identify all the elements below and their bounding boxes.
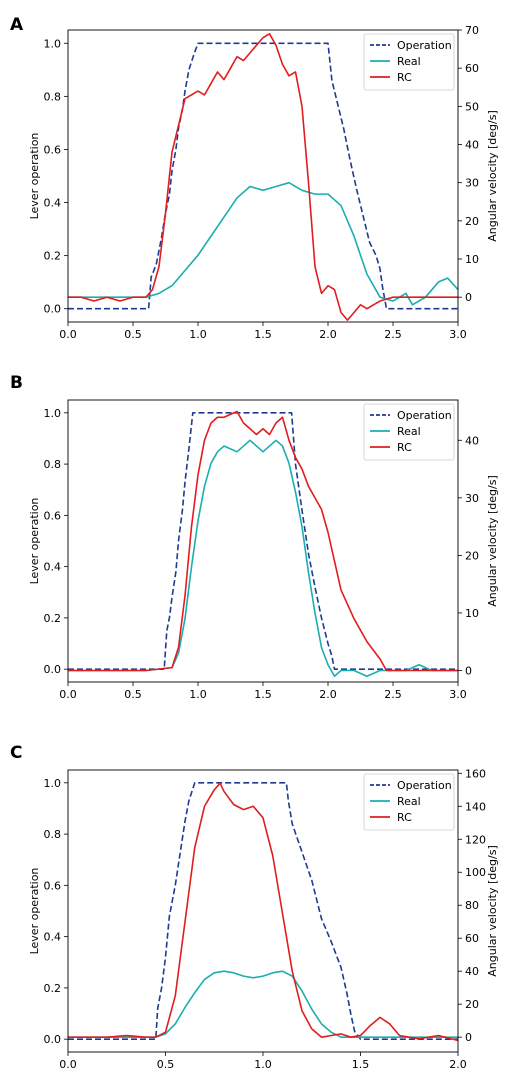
legend-label-real: Real	[397, 425, 421, 438]
legend: Operation Real RC	[363, 773, 455, 831]
y-tick-label: 0.0	[44, 303, 62, 316]
y2-tick-label: 40	[465, 434, 479, 447]
y2-axis-label: Angular velocity [deg/s]	[486, 475, 499, 607]
legend-label-operation: Operation	[397, 779, 452, 792]
y2-tick-label: 60	[465, 932, 479, 945]
y-axis-label: Lever operation	[28, 133, 41, 220]
y-tick-label: 0.0	[44, 663, 62, 676]
x-tick-label: 0.0	[59, 328, 77, 341]
chart-panel-b: B 0.0 0.5 1.0 1.5 2.0 2.5 3.0 0.0 0.2 0.4 0.6 0.8 1.0…	[10, 373, 499, 701]
x-tick-label: 1.5	[254, 328, 272, 341]
series-line-operation	[68, 42, 458, 310]
x-tick-label: 2.0	[319, 688, 337, 701]
legend-box	[363, 773, 455, 831]
y2-axis-label: Angular velocity [deg/s]	[486, 110, 499, 242]
y-tick-label: 0.6	[44, 509, 62, 522]
x-tick-label: 0.5	[124, 688, 142, 701]
series-line-real	[68, 181, 458, 306]
y2-tick-label: 60	[465, 62, 479, 75]
series-line-real	[68, 439, 458, 678]
y2-tick-label: 20	[465, 998, 479, 1011]
y2-tick-label: 0	[465, 291, 472, 304]
legend: Operation Real RC	[363, 403, 455, 461]
series-line-operation	[68, 412, 458, 670]
y2-tick-label: 20	[465, 549, 479, 562]
legend-box	[363, 33, 455, 91]
y2-tick-label: 10	[465, 607, 479, 620]
x-tick-label: 1.5	[352, 1058, 370, 1071]
y-tick-label: 0.2	[44, 982, 62, 995]
y2-tick-label: 30	[465, 177, 479, 190]
y2-tick-label: 0	[465, 1031, 472, 1044]
legend-label-operation: Operation	[397, 409, 452, 422]
y2-tick-label: 30	[465, 492, 479, 505]
legend-label-real: Real	[397, 795, 421, 808]
y2-tick-label: 0	[465, 664, 472, 677]
x-tick-label: 2.0	[319, 328, 337, 341]
x-tick-label: 3.0	[449, 688, 467, 701]
legend: Operation Real RC	[363, 33, 455, 91]
y-tick-label: 0.8	[44, 828, 62, 841]
y-tick-label: 0.0	[44, 1033, 62, 1046]
x-tick-label: 1.0	[189, 688, 207, 701]
y2-tick-label: 10	[465, 253, 479, 266]
x-tick-label: 2.5	[384, 328, 402, 341]
panel-letter: B	[10, 373, 23, 393]
series-line-rc	[68, 410, 458, 672]
legend-box	[363, 403, 455, 461]
y-tick-label: 0.2	[44, 612, 62, 625]
x-tick-label: 0.5	[124, 328, 142, 341]
x-tick-label: 1.0	[254, 1058, 272, 1071]
y2-axis-label: Angular velocity [deg/s]	[486, 845, 499, 977]
y-tick-label: 0.6	[44, 879, 62, 892]
y2-tick-label: 120	[465, 833, 486, 846]
x-tick-label: 3.0	[449, 328, 467, 341]
y2-tick-label: 160	[465, 767, 486, 780]
y2-tick-label: 40	[465, 139, 479, 152]
y-tick-label: 0.4	[44, 931, 62, 944]
y2-tick-label: 100	[465, 866, 486, 879]
y-tick-label: 0.4	[44, 561, 62, 574]
legend-label-rc: RC	[397, 441, 412, 454]
x-tick-label: 1.0	[189, 328, 207, 341]
y-tick-label: 0.6	[44, 143, 62, 156]
x-tick-label: 0.0	[59, 1058, 77, 1071]
legend-label-real: Real	[397, 55, 421, 68]
series-line-rc	[68, 33, 458, 321]
y2-tick-label: 80	[465, 899, 479, 912]
x-tick-label: 2.5	[384, 688, 402, 701]
panel-letter: C	[10, 743, 22, 763]
panel-letter: A	[10, 15, 24, 35]
chart-panel-a: A 0.0 0.5 1.0 1.5 2.0 2.5 3.0 0.0 0.2 0.4 0.6 0.8 1.0…	[10, 15, 499, 341]
y-tick-label: 0.8	[44, 458, 62, 471]
y2-tick-label: 50	[465, 100, 479, 113]
legend-label-rc: RC	[397, 811, 412, 824]
y-tick-label: 0.2	[44, 250, 62, 263]
series-line-real	[68, 970, 458, 1038]
x-tick-label: 0.5	[157, 1058, 175, 1071]
y-axis-label: Lever operation	[28, 498, 41, 585]
y-tick-label: 1.0	[44, 37, 62, 50]
y-tick-label: 1.0	[44, 407, 62, 420]
legend-label-operation: Operation	[397, 39, 452, 52]
y-axis-label: Lever operation	[28, 868, 41, 955]
y2-tick-label: 40	[465, 965, 479, 978]
y-tick-label: 1.0	[44, 777, 62, 790]
x-tick-label: 1.5	[254, 688, 272, 701]
legend-label-rc: RC	[397, 71, 412, 84]
series-line-rc	[68, 782, 458, 1042]
y-tick-label: 0.8	[44, 90, 62, 103]
chart-panel-c: C 0.0 0.5 1.0 1.5 2.0 0.0 0.2 0.4 0.6 0.8 1.0 0 20 40 6…	[10, 743, 499, 1071]
x-tick-label: 2.0	[449, 1058, 467, 1071]
y2-tick-label: 20	[465, 215, 479, 228]
y2-tick-label: 140	[465, 800, 486, 813]
x-tick-label: 0.0	[59, 688, 77, 701]
y2-tick-label: 70	[465, 24, 479, 37]
y-tick-label: 0.4	[44, 197, 62, 210]
series-line-operation	[68, 782, 458, 1040]
